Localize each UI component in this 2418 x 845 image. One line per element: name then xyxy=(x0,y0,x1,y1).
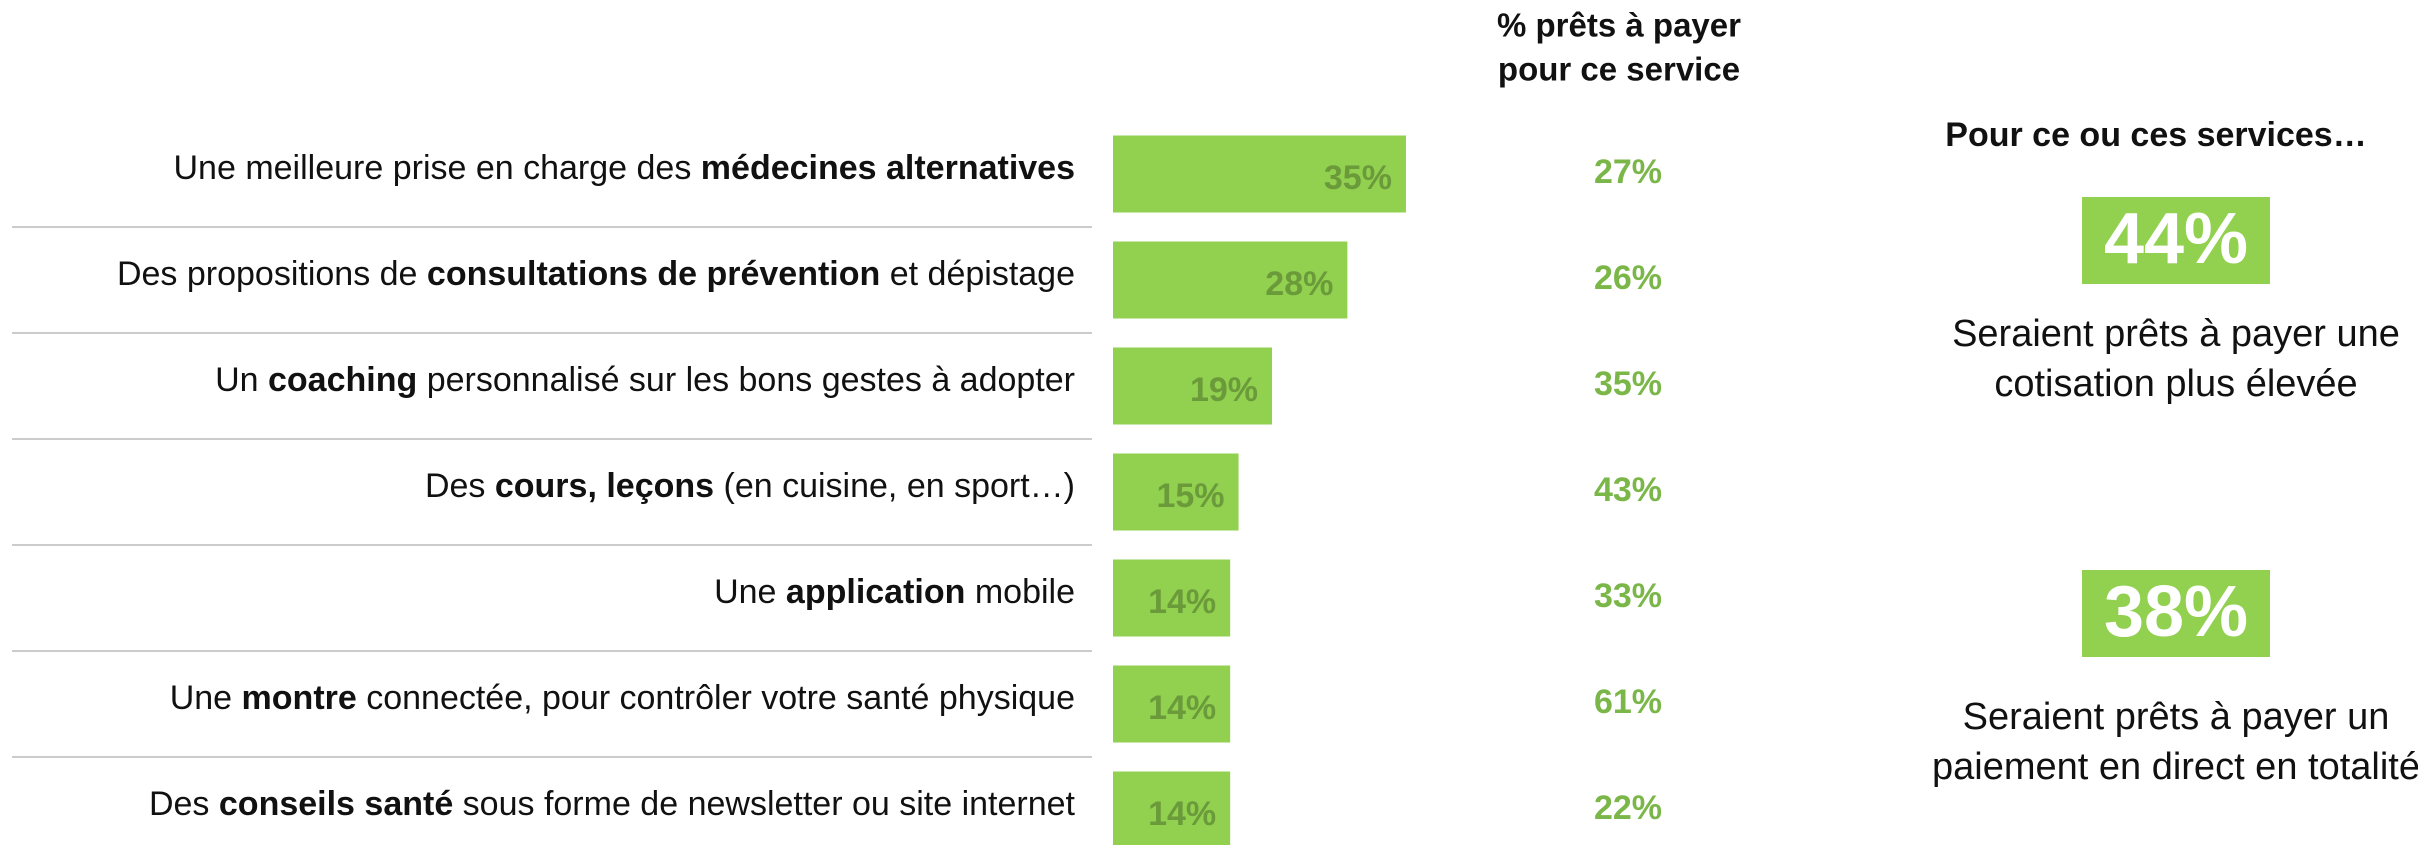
label-part: coaching xyxy=(268,361,417,399)
label-part: montre xyxy=(242,679,357,717)
label-part: Des xyxy=(149,785,219,823)
bar-value-label: 15% xyxy=(1156,477,1224,515)
label-part: Des xyxy=(425,467,495,505)
column-title: % prêts à payer xyxy=(1497,7,1741,44)
label-part: consultations de prévention xyxy=(427,255,880,293)
label-part: connectée, pour contrôler votre santé ph… xyxy=(357,679,1075,717)
label-part: sous forme de newsletter ou site interne… xyxy=(453,785,1075,823)
label-part: Une xyxy=(170,679,242,717)
label-part: cours, leçons xyxy=(495,467,714,505)
bar-value-label: 14% xyxy=(1148,795,1216,833)
stat-text: cotisation plus élevée xyxy=(1994,363,2357,405)
pay-value: 43% xyxy=(1594,471,1662,509)
bar-value-label: 14% xyxy=(1148,689,1216,727)
bar-value-label: 28% xyxy=(1265,265,1333,303)
pay-value: 61% xyxy=(1594,683,1662,721)
bar xyxy=(1113,347,1273,425)
bar xyxy=(1113,559,1231,637)
label-part: Une meilleure prise en charge des xyxy=(174,149,701,187)
label-part: mobile xyxy=(965,573,1075,611)
pay-value: 27% xyxy=(1594,153,1662,191)
bar-value-label: 19% xyxy=(1190,371,1258,409)
stat-text: Seraient prêts à payer une xyxy=(1952,313,2400,355)
label-part: conseils santé xyxy=(219,785,453,823)
category-label: Une montre connectée, pour contrôler vot… xyxy=(170,679,1075,717)
bar xyxy=(1113,453,1239,531)
category-label: Une meilleure prise en charge des médeci… xyxy=(174,149,1076,187)
label-part: Un xyxy=(215,361,268,399)
stat-box xyxy=(2082,570,2270,657)
pay-value: 33% xyxy=(1594,577,1662,615)
category-label: Des conseils santé sous forme de newslet… xyxy=(149,785,1076,823)
summary-title: Pour ce ou ces services… xyxy=(1945,116,2366,154)
bar xyxy=(1113,665,1231,743)
category-label: Des cours, leçons (en cuisine, en sport…… xyxy=(425,467,1075,505)
stat-value: 38% xyxy=(2104,572,2248,652)
stat-box xyxy=(2082,197,2270,284)
bar-value-label: 35% xyxy=(1324,159,1392,197)
stat-value: 44% xyxy=(2104,199,2248,279)
bar-value-label: 14% xyxy=(1148,583,1216,621)
label-part: Une xyxy=(714,573,786,611)
bar xyxy=(1113,771,1231,845)
label-part: application xyxy=(786,573,965,611)
category-label: Un coaching personnalisé sur les bons ge… xyxy=(215,361,1075,399)
column-title: pour ce service xyxy=(1498,51,1740,88)
label-part: et dépistage xyxy=(880,255,1075,293)
label-part: médecines alternatives xyxy=(701,149,1075,187)
label-part: (en cuisine, en sport…) xyxy=(714,467,1075,505)
bar xyxy=(1113,135,1406,213)
label-part: Des propositions de xyxy=(117,255,427,293)
category-label: Des propositions de consultations de pré… xyxy=(117,255,1075,293)
pay-value: 35% xyxy=(1594,365,1662,403)
category-label: Une application mobile xyxy=(714,573,1075,611)
stat-text: Seraient prêts à payer un xyxy=(1963,696,2390,738)
bar xyxy=(1113,241,1348,319)
stat-text: paiement en direct en totalité xyxy=(1932,746,2418,788)
label-part: personnalisé sur les bons gestes à adopt… xyxy=(417,361,1075,399)
pay-value: 22% xyxy=(1594,789,1662,827)
pay-value: 26% xyxy=(1594,259,1662,297)
